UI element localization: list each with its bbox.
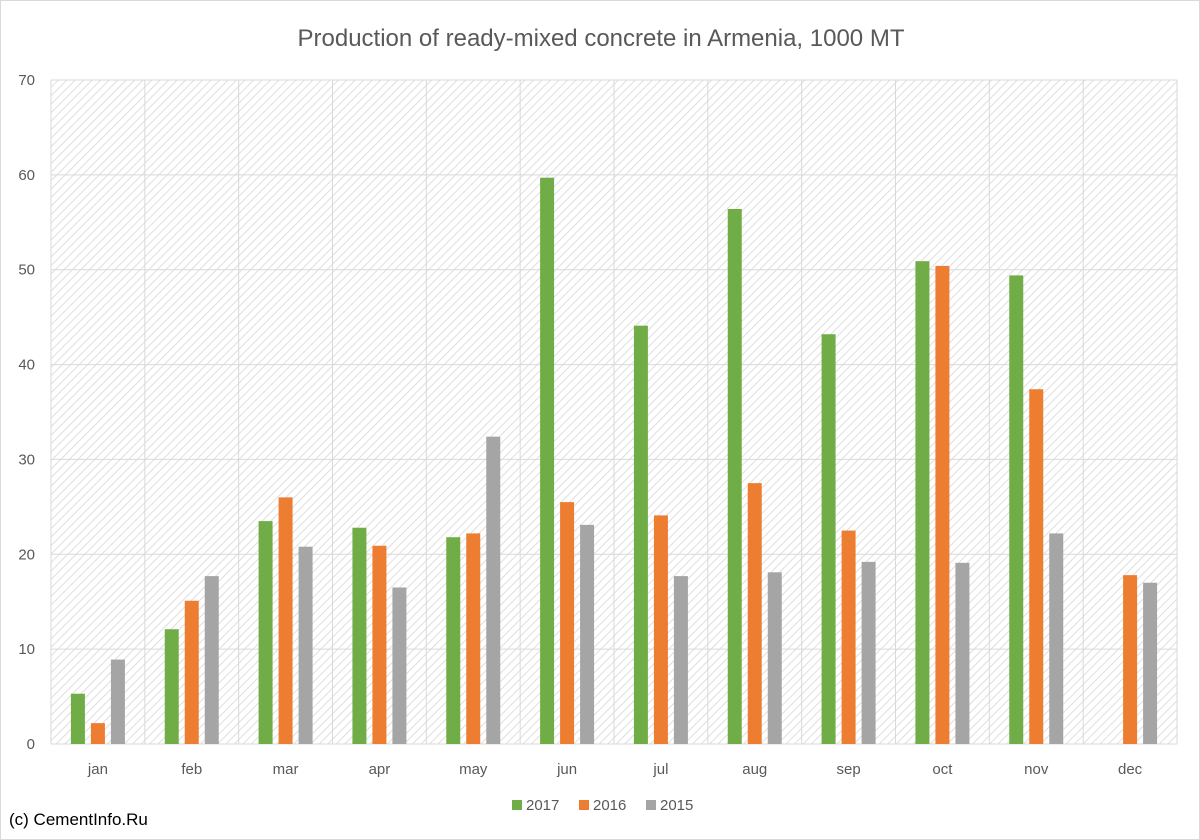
bar-2015-jan bbox=[110, 659, 125, 744]
bar-2015-jun bbox=[580, 524, 595, 744]
bar-2016-apr bbox=[372, 545, 387, 744]
bar-2015-feb bbox=[204, 576, 219, 744]
bar-2016-dec bbox=[1123, 575, 1138, 744]
bar-2015-sep bbox=[861, 561, 876, 744]
x-tick-label: jul bbox=[652, 761, 668, 778]
y-tick-label: 70 bbox=[18, 72, 35, 89]
bars bbox=[70, 177, 1158, 744]
x-tick-label: dec bbox=[1118, 761, 1143, 778]
x-tick-label: nov bbox=[1024, 761, 1049, 778]
bar-2016-aug bbox=[747, 483, 762, 744]
bar-2016-nov bbox=[1029, 389, 1044, 744]
y-tick-label: 50 bbox=[18, 262, 35, 279]
legend-label: 2015 bbox=[660, 797, 693, 814]
x-tick-label: mar bbox=[273, 761, 299, 778]
gridlines bbox=[50, 79, 1178, 745]
bar-2017-sep bbox=[821, 334, 836, 744]
bar-2017-feb bbox=[164, 629, 179, 744]
x-tick-label: may bbox=[459, 761, 488, 778]
bar-2015-may bbox=[486, 436, 501, 744]
bar-2015-jul bbox=[673, 576, 688, 744]
y-tick-label: 40 bbox=[18, 357, 35, 374]
y-tick-label: 30 bbox=[18, 451, 35, 468]
bar-2017-nov bbox=[1009, 275, 1024, 744]
x-tick-label: jan bbox=[87, 761, 108, 778]
legend-swatch bbox=[646, 800, 656, 810]
y-tick-label: 60 bbox=[18, 167, 35, 184]
bar-2015-nov bbox=[1049, 533, 1064, 744]
chart-title: Production of ready-mixed concrete in Ar… bbox=[298, 25, 905, 52]
bar-2015-oct bbox=[955, 562, 970, 744]
bar-2015-apr bbox=[392, 587, 407, 744]
y-tick-label: 0 bbox=[27, 736, 35, 753]
bar-2017-aug bbox=[727, 209, 742, 744]
x-tick-label: feb bbox=[181, 761, 202, 778]
bar-2015-dec bbox=[1143, 582, 1158, 744]
x-tick-label: jun bbox=[556, 761, 577, 778]
bar-2016-jan bbox=[90, 723, 105, 744]
bar-2016-jun bbox=[560, 502, 575, 744]
bar-2016-oct bbox=[935, 265, 950, 744]
credit-text: (c) CementInfo.Ru bbox=[9, 810, 148, 829]
x-tick-label: sep bbox=[836, 761, 860, 778]
legend-label: 2017 bbox=[526, 797, 559, 814]
x-tick-label: aug bbox=[742, 761, 767, 778]
bar-2017-jan bbox=[70, 693, 85, 744]
legend-swatch bbox=[579, 800, 589, 810]
bar-2016-feb bbox=[184, 600, 199, 744]
y-tick-label: 20 bbox=[18, 546, 35, 563]
x-tick-label: apr bbox=[369, 761, 391, 778]
bar-2017-oct bbox=[915, 261, 930, 744]
x-tick-label: oct bbox=[932, 761, 953, 778]
bar-2017-jun bbox=[540, 177, 555, 744]
y-axis-ticks: 0 10 20 30 40 50 60 70 bbox=[18, 72, 35, 753]
bar-2016-sep bbox=[841, 530, 856, 744]
bar-2016-mar bbox=[278, 497, 293, 744]
bar-2016-jul bbox=[653, 515, 668, 744]
bar-2017-jul bbox=[633, 325, 648, 744]
legend-label: 2016 bbox=[593, 797, 626, 814]
bar-2015-mar bbox=[298, 546, 313, 744]
bar-2017-mar bbox=[258, 521, 273, 744]
legend: 2017 2016 2015 bbox=[512, 797, 693, 814]
y-tick-label: 10 bbox=[18, 641, 35, 658]
bar-2017-may bbox=[446, 537, 461, 744]
legend-swatch bbox=[512, 800, 522, 810]
bar-2015-aug bbox=[767, 572, 782, 744]
bar-2016-may bbox=[466, 533, 481, 744]
bar-2017-apr bbox=[352, 527, 367, 744]
x-axis-ticks: jan feb mar apr may jun jul aug sep oct nov dec bbox=[87, 761, 1143, 778]
